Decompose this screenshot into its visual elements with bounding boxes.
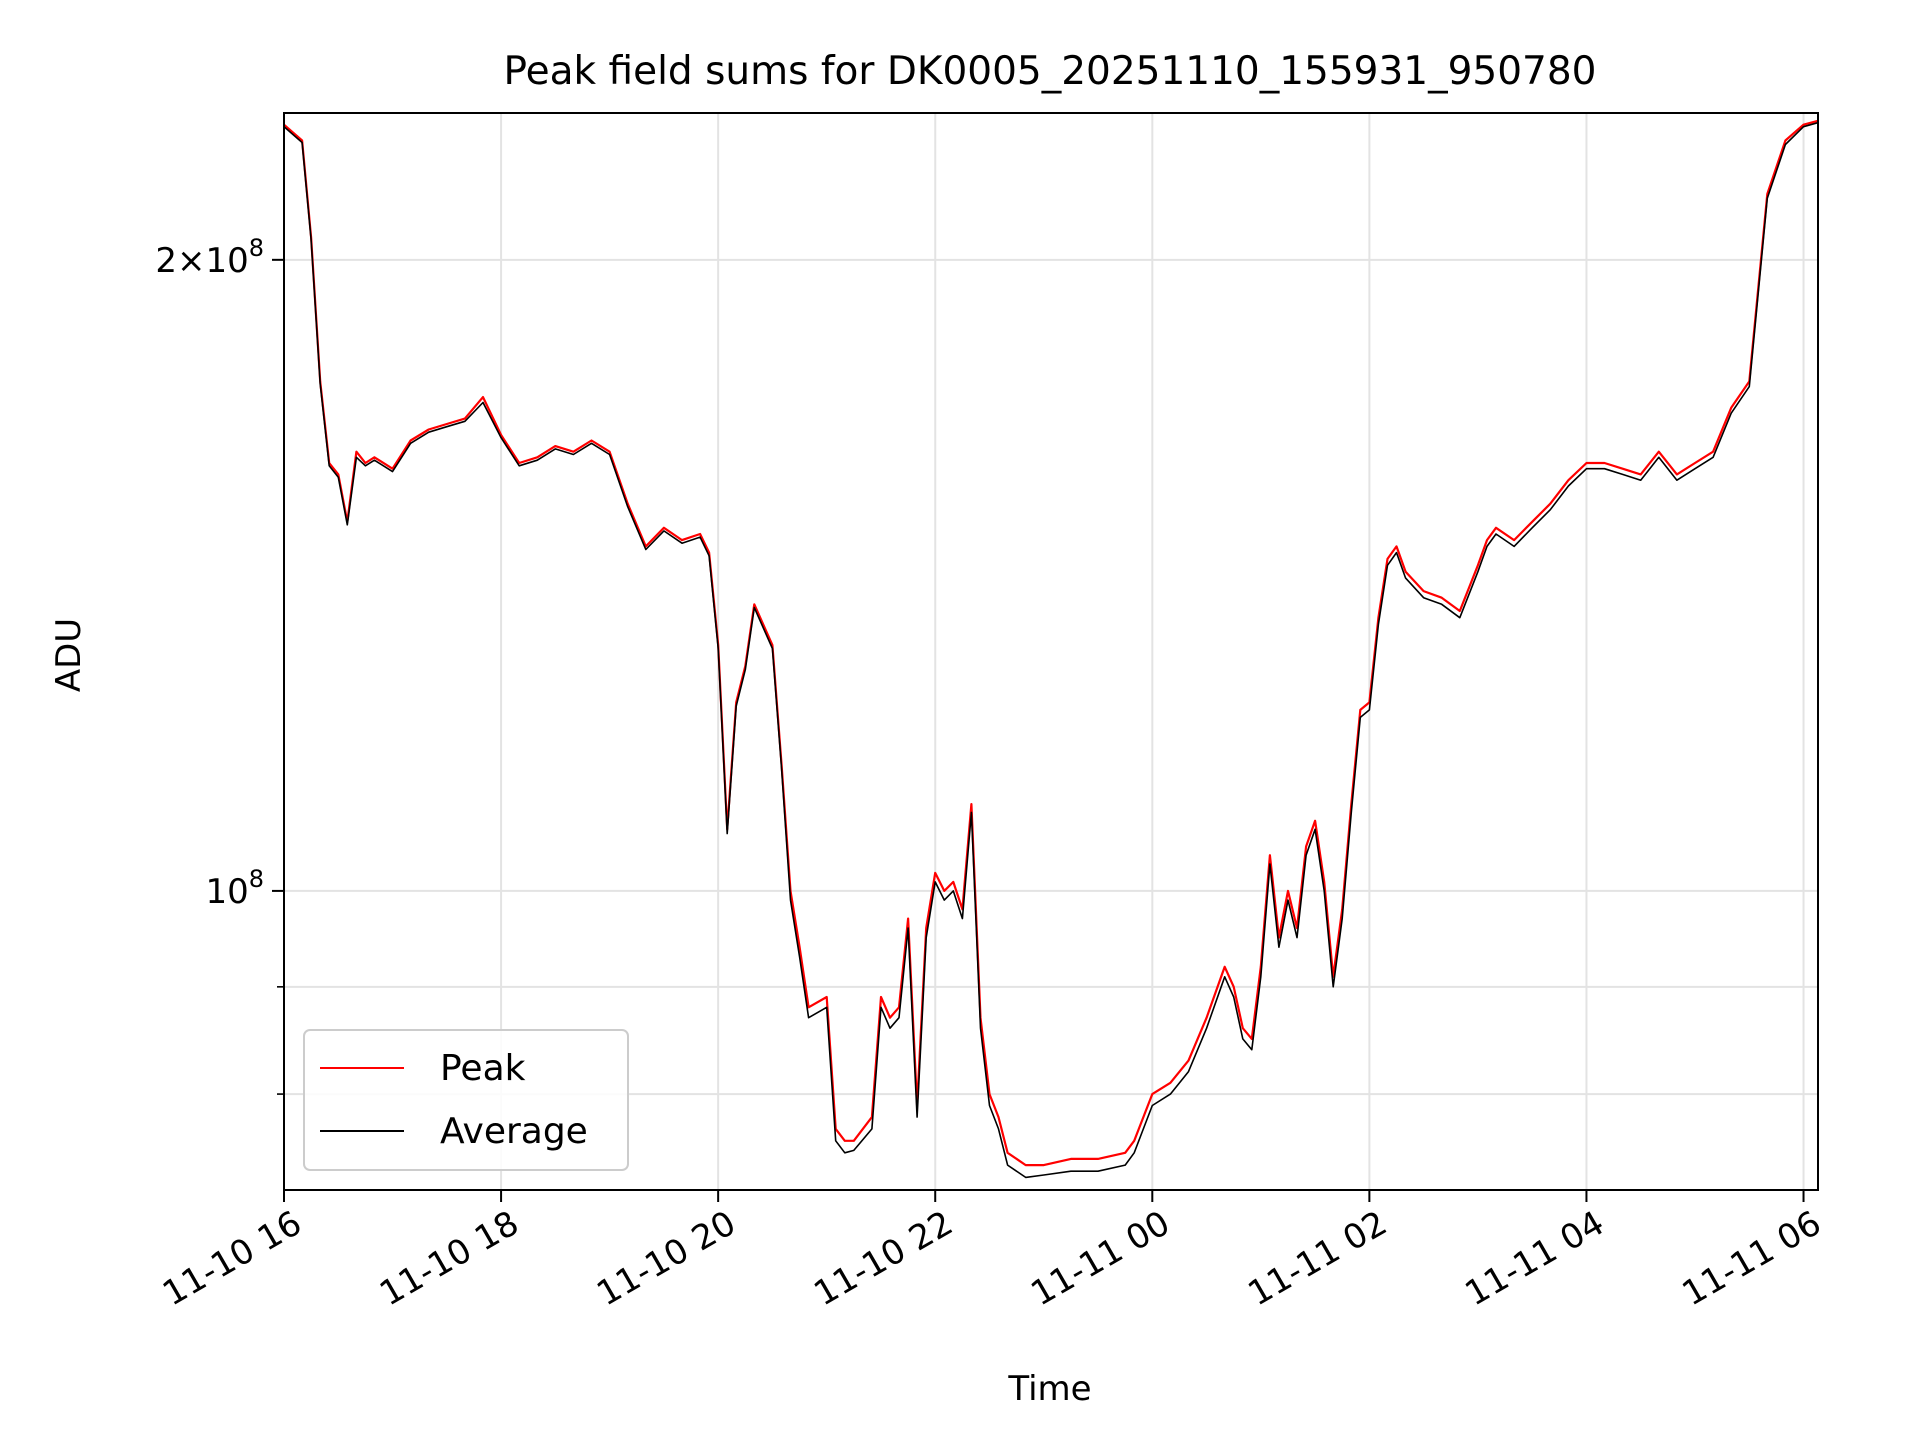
plot-frame — [283, 112, 1819, 1191]
y-tick-label: 108 — [205, 865, 264, 912]
y-axis-label: ADU — [49, 618, 89, 692]
legend-box — [303, 1029, 629, 1171]
series-line-peak — [284, 119, 1818, 1167]
legend-label-average: Average — [440, 1111, 588, 1152]
series-line-average — [284, 121, 1818, 1179]
legend: Peak Average — [303, 1029, 629, 1171]
y-tick-label: 2×108 — [155, 234, 264, 281]
chart-title: Peak field sums for DK0005_20251110_1559… — [504, 49, 1597, 94]
y-tick-coef: 2 — [155, 241, 177, 281]
legend-label-peak: Peak — [440, 1048, 526, 1089]
y-tick-base: 10 — [205, 241, 248, 281]
y-tick-base: 10 — [205, 872, 248, 912]
series-layer — [284, 119, 1818, 1179]
x-axis-label: Time — [1007, 1369, 1091, 1409]
y-tick-exponent: 8 — [249, 865, 264, 893]
y-tick-exponent: 8 — [249, 234, 264, 262]
